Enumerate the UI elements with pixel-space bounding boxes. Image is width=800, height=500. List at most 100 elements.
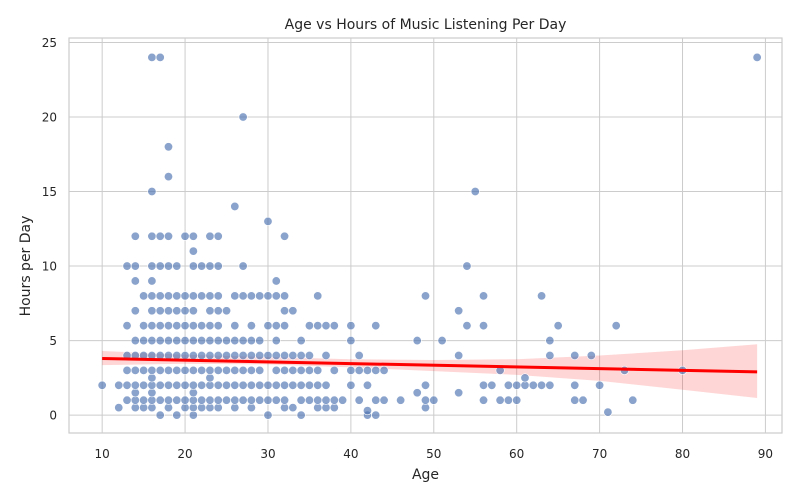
data-point xyxy=(304,395,314,405)
data-point xyxy=(155,321,165,331)
data-point xyxy=(197,403,207,413)
x-tick-label: 40 xyxy=(343,447,358,461)
data-point xyxy=(495,395,505,405)
data-point xyxy=(155,380,165,390)
data-point xyxy=(147,365,157,375)
data-point xyxy=(122,395,132,405)
data-point xyxy=(180,231,190,241)
data-point xyxy=(172,321,182,331)
data-point xyxy=(188,410,198,420)
data-point xyxy=(238,350,248,360)
data-point xyxy=(263,380,273,390)
data-point xyxy=(313,321,323,331)
data-point xyxy=(553,321,563,331)
data-point xyxy=(752,52,762,62)
data-point xyxy=(188,380,198,390)
data-point xyxy=(304,365,314,375)
x-tick-label: 70 xyxy=(592,447,607,461)
data-point xyxy=(280,350,290,360)
data-point xyxy=(147,395,157,405)
data-point xyxy=(479,395,489,405)
data-point xyxy=(197,350,207,360)
data-point xyxy=(586,350,596,360)
data-point xyxy=(180,336,190,346)
data-point xyxy=(296,336,306,346)
data-point xyxy=(263,291,273,301)
data-point xyxy=(479,321,489,331)
data-point xyxy=(246,380,256,390)
data-point xyxy=(139,380,149,390)
data-point xyxy=(163,261,173,271)
data-point xyxy=(180,365,190,375)
data-point xyxy=(230,380,240,390)
data-point xyxy=(130,380,140,390)
data-point xyxy=(197,321,207,331)
data-point xyxy=(163,403,173,413)
data-point xyxy=(188,261,198,271)
data-point xyxy=(147,321,157,331)
data-point xyxy=(188,388,198,398)
data-point xyxy=(255,365,265,375)
data-point xyxy=(362,406,372,416)
data-point xyxy=(97,380,107,390)
x-tick-label: 90 xyxy=(758,447,773,461)
data-point xyxy=(213,403,223,413)
data-point xyxy=(246,350,256,360)
data-point xyxy=(313,380,323,390)
data-point xyxy=(222,365,232,375)
data-point xyxy=(296,365,306,375)
data-point xyxy=(271,350,281,360)
data-point xyxy=(487,380,497,390)
data-point xyxy=(147,52,157,62)
data-point xyxy=(147,291,157,301)
data-point xyxy=(172,395,182,405)
data-point xyxy=(172,365,182,375)
y-tick-label: 15 xyxy=(42,185,57,199)
data-point xyxy=(130,395,140,405)
data-point xyxy=(213,336,223,346)
data-point xyxy=(354,395,364,405)
data-point xyxy=(362,365,372,375)
data-point xyxy=(246,403,256,413)
data-point xyxy=(188,350,198,360)
data-point xyxy=(147,380,157,390)
data-point xyxy=(595,380,605,390)
data-point xyxy=(255,350,265,360)
data-point xyxy=(172,291,182,301)
data-point xyxy=(479,291,489,301)
y-tick-label: 10 xyxy=(42,260,57,274)
data-point xyxy=(163,231,173,241)
data-point xyxy=(578,395,588,405)
data-point xyxy=(147,276,157,286)
data-point xyxy=(280,395,290,405)
data-point xyxy=(197,291,207,301)
data-point xyxy=(537,380,547,390)
data-point xyxy=(288,350,298,360)
data-point xyxy=(412,388,422,398)
data-point xyxy=(470,187,480,197)
data-point xyxy=(379,395,389,405)
data-point xyxy=(197,395,207,405)
data-point xyxy=(321,380,331,390)
data-point xyxy=(263,395,273,405)
data-point xyxy=(114,380,124,390)
data-point xyxy=(130,231,140,241)
data-point xyxy=(255,380,265,390)
data-point xyxy=(155,410,165,420)
data-point xyxy=(139,336,149,346)
data-point xyxy=(180,395,190,405)
data-point xyxy=(180,321,190,331)
data-point xyxy=(288,365,298,375)
data-point xyxy=(130,261,140,271)
data-point xyxy=(354,365,364,375)
data-point xyxy=(205,380,215,390)
y-tick-labels: 0 5 10 15 20 25 xyxy=(42,36,57,423)
data-point xyxy=(205,373,215,383)
data-point xyxy=(246,365,256,375)
data-point xyxy=(503,380,513,390)
data-point xyxy=(197,336,207,346)
data-point xyxy=(130,403,140,413)
x-tick-label: 20 xyxy=(177,447,192,461)
data-point xyxy=(346,336,356,346)
data-point xyxy=(313,365,323,375)
